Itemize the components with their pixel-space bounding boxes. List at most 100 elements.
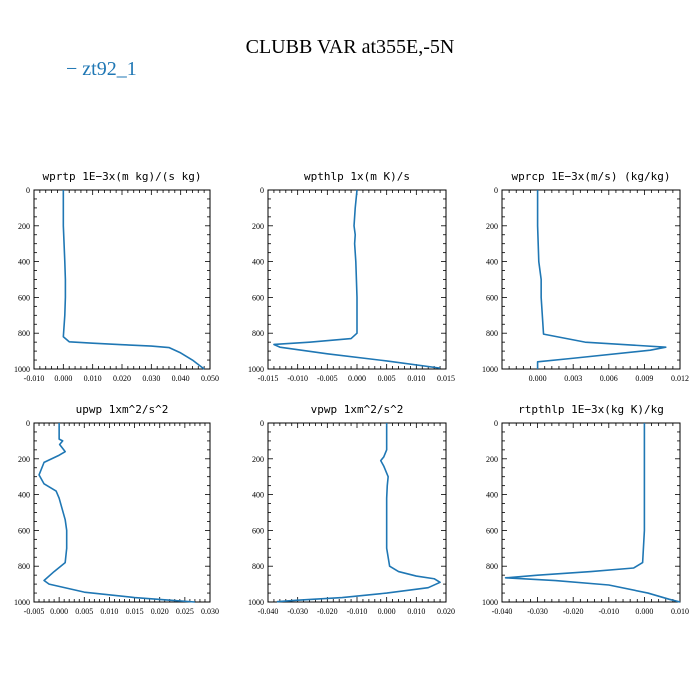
chart-panel-5: vpwp 1xm^2/s^2 0 200 400 600 800 1000-0.040 -0.… [248, 403, 455, 616]
x-tick-label: -0.010 [287, 374, 308, 383]
x-tick-label: 0.040 [172, 374, 190, 383]
chart-title: upwp 1xm^2/s^2 [76, 403, 169, 416]
legend: − zt92_1 [66, 58, 137, 81]
y-tick-label: 600 [18, 293, 30, 302]
x-tick-label: 0.000 [635, 607, 653, 616]
plot-frame [33, 422, 211, 603]
chart-title: vpwp 1xm^2/s^2 [311, 403, 404, 416]
x-tick-label: 0.020 [113, 374, 131, 383]
y-tick-label: 200 [252, 222, 264, 231]
page-title: CLUBB VAR at355E,-5N [245, 36, 455, 58]
x-tick-label: 0.010 [100, 607, 118, 616]
chart-title: wpthlp 1x(m K)/s [304, 170, 410, 183]
x-tick-label: -0.040 [492, 607, 513, 616]
chart-title: rtpthlp 1E−3x(kg K)/kg [518, 403, 664, 416]
chart-panel-1: wprtp 1E−3x(m kg)/(s kg) 0 200 400 600 800 100… [14, 170, 219, 383]
x-tick-label: -0.010 [598, 607, 619, 616]
x-tick-label: 0.010 [671, 607, 689, 616]
series-line [273, 189, 441, 369]
x-tick-label: -0.005 [317, 374, 338, 383]
y-tick-label: 1000 [482, 598, 498, 607]
chart-panel-3: wprcp 1E−3x(m/s) (kg/kg) 0 200 400 600 800 100… [482, 170, 689, 383]
x-tick-label: 0.000 [529, 374, 547, 383]
x-tick-label: 0.003 [564, 374, 582, 383]
y-tick-label: 400 [18, 491, 30, 500]
x-tick-label: -0.020 [563, 607, 584, 616]
y-tick-label: 800 [486, 329, 498, 338]
y-tick-label: 1000 [248, 598, 264, 607]
x-tick-label: 0.005 [75, 607, 93, 616]
y-tick-label: 0 [26, 419, 30, 428]
y-tick-label: 600 [486, 526, 498, 535]
y-tick-label: 400 [252, 491, 264, 500]
y-tick-label: 400 [486, 258, 498, 267]
x-tick-label: 0.010 [407, 607, 425, 616]
x-tick-label: -0.005 [24, 607, 45, 616]
x-tick-label: 0.015 [437, 374, 455, 383]
y-tick-label: 800 [18, 562, 30, 571]
x-tick-label: 0.006 [600, 374, 618, 383]
series-line [536, 190, 667, 369]
y-tick-label: 1000 [14, 598, 30, 607]
x-tick-label: 0.030 [142, 374, 160, 383]
x-tick-label: 0.025 [176, 607, 194, 616]
x-tick-label: -0.010 [24, 374, 45, 383]
x-tick-label: -0.015 [258, 374, 279, 383]
x-tick-label: 0.030 [201, 607, 219, 616]
chart-title: wprtp 1E−3x(m kg)/(s kg) [43, 170, 202, 183]
y-tick-label: 600 [18, 526, 30, 535]
y-tick-label: 600 [252, 293, 264, 302]
y-tick-label: 0 [494, 186, 498, 195]
y-tick-label: 800 [252, 562, 264, 571]
y-tick-label: 800 [486, 562, 498, 571]
x-tick-label: 0.000 [348, 374, 366, 383]
x-tick-label: 0.000 [54, 374, 72, 383]
y-tick-label: 600 [486, 293, 498, 302]
x-tick-label: 0.000 [378, 607, 396, 616]
plot-frame [267, 422, 447, 603]
series-line [62, 190, 205, 370]
x-tick-label: -0.020 [317, 607, 338, 616]
y-tick-label: 400 [486, 491, 498, 500]
y-tick-label: 800 [18, 329, 30, 338]
x-tick-label: 0.000 [50, 607, 68, 616]
chart-panel-2: wpthlp 1x(m K)/s02004006008001000-0.015-… [248, 170, 455, 383]
legend-line-marker: − [66, 58, 78, 80]
y-tick-label: 0 [494, 419, 498, 428]
y-tick-label: 1000 [14, 365, 30, 374]
y-tick-label: 1000 [248, 365, 264, 374]
y-tick-label: 800 [252, 329, 264, 338]
y-tick-label: 400 [252, 258, 264, 267]
x-tick-label: 0.020 [151, 607, 169, 616]
x-tick-label: 0.010 [407, 374, 425, 383]
y-tick-label: 1000 [482, 365, 498, 374]
x-tick-label: 0.010 [84, 374, 102, 383]
chart-panel-4: upwp 1xm^2/s^2 0 200 400 600 800 1000-0.005 0.0… [14, 403, 219, 616]
y-tick-label: 200 [252, 455, 264, 464]
x-tick-label: 0.050 [201, 374, 219, 383]
y-tick-label: 400 [18, 258, 30, 267]
x-tick-label: -0.040 [258, 607, 279, 616]
y-tick-label: 200 [486, 222, 498, 231]
x-tick-label: 0.015 [126, 607, 144, 616]
y-tick-label: 600 [252, 526, 264, 535]
x-tick-label: 0.020 [437, 607, 455, 616]
series-line [276, 423, 441, 603]
x-tick-label: -0.010 [347, 607, 368, 616]
y-tick-label: 200 [18, 455, 30, 464]
series-line [38, 423, 195, 603]
y-tick-label: 0 [260, 419, 264, 428]
x-tick-label: -0.030 [287, 607, 308, 616]
y-tick-label: 200 [18, 222, 30, 231]
chart-title: wprcp 1E−3x(m/s) (kg/kg) [512, 170, 671, 183]
x-tick-label: 0.005 [378, 374, 396, 383]
chart-panel-6: rtpthlp 1E−3x(kg K)/kg02004006008001000-… [482, 403, 689, 616]
series-line [504, 423, 681, 603]
y-tick-label: 200 [486, 455, 498, 464]
y-tick-label: 0 [260, 186, 264, 195]
x-tick-label: -0.030 [527, 607, 548, 616]
x-tick-label: 0.009 [635, 374, 653, 383]
legend-label: zt92_1 [82, 58, 137, 80]
plot-frame [33, 189, 211, 370]
